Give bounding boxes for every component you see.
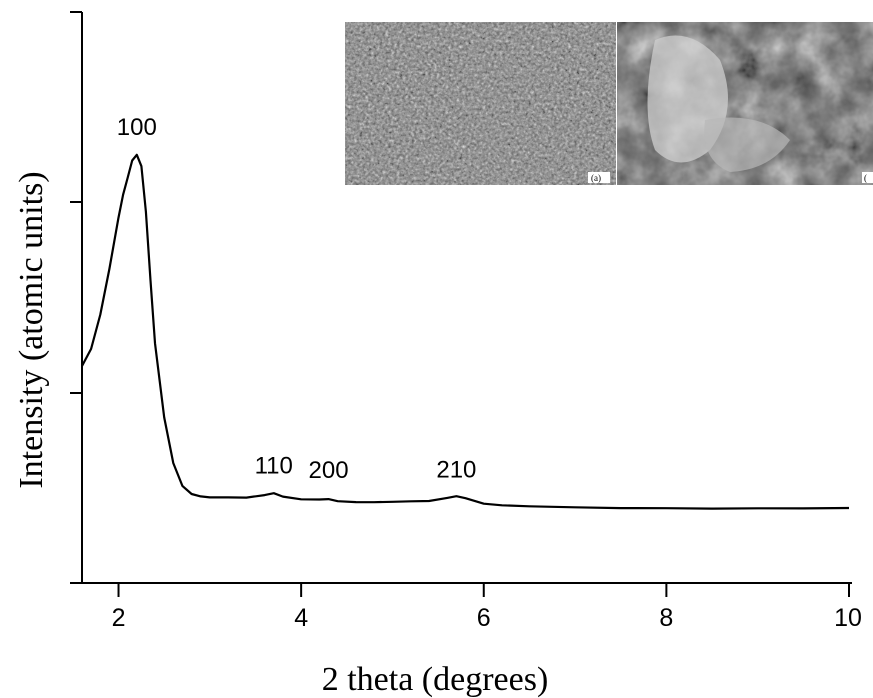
peak-label-100: 100 [117, 114, 157, 141]
y-axis-title: Intensity (atomic units) [13, 171, 50, 488]
sem-panel-b: ( [617, 22, 873, 185]
sem-panel-a: (a) [345, 22, 616, 185]
sem-panel-b-letter: ( [864, 173, 867, 183]
x-axis-title: 2 theta (degrees) [322, 661, 549, 698]
x-axis-ticks [117, 583, 850, 597]
series-line [81, 153, 850, 510]
peak-label-210: 210 [436, 456, 476, 483]
peak-label-200: 200 [309, 457, 349, 484]
sem-inset: (a) ( [345, 22, 873, 185]
x-tick-label: 8 [659, 604, 673, 632]
x-tick-labels: 2 4 6 8 10 [112, 604, 862, 632]
x-tick-label: 10 [834, 604, 862, 632]
y-axis-ticks [70, 11, 82, 584]
x-tick-label: 2 [112, 604, 126, 632]
x-tick-label: 6 [477, 604, 491, 632]
sem-panel-a-letter: (a) [591, 173, 601, 183]
peak-labels: 100 110 200 210 [117, 114, 477, 484]
peak-label-110: 110 [255, 452, 293, 479]
x-tick-label: 4 [294, 604, 308, 632]
